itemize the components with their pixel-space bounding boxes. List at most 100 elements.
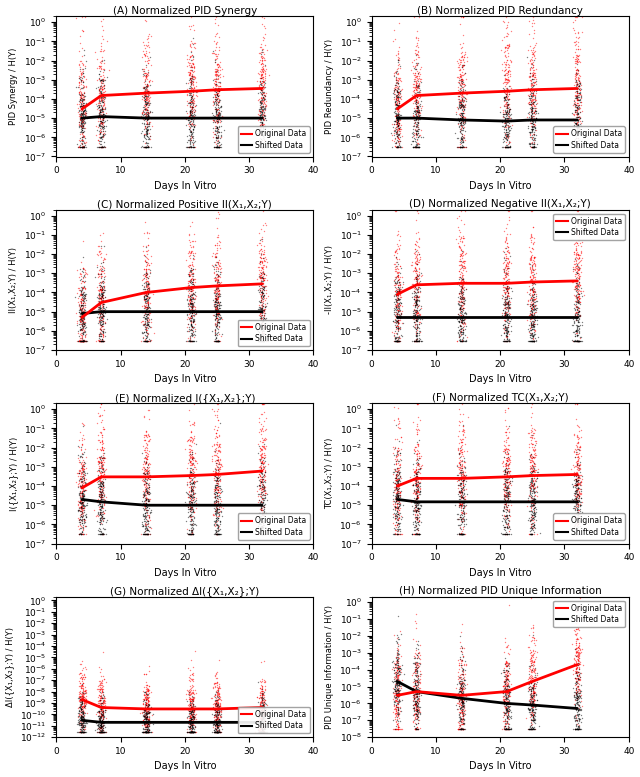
Y-axis label: -II(X₁,X₂;Y) / H(Y): -II(X₁,X₂;Y) / H(Y) xyxy=(324,246,333,315)
Point xyxy=(390,493,400,505)
Point xyxy=(525,291,536,304)
Point xyxy=(455,333,465,346)
Point xyxy=(98,720,108,733)
Point xyxy=(183,66,193,78)
Point xyxy=(257,465,267,477)
Point xyxy=(257,311,268,323)
Point xyxy=(98,512,108,524)
Point xyxy=(499,56,509,68)
Point xyxy=(458,11,468,23)
Point xyxy=(458,709,468,722)
Point xyxy=(457,618,467,630)
Point xyxy=(188,706,198,719)
Point xyxy=(188,51,198,63)
Point xyxy=(216,120,227,133)
Point xyxy=(459,284,469,296)
Point xyxy=(391,335,401,347)
Point xyxy=(497,117,508,129)
Point xyxy=(214,260,225,272)
Point xyxy=(186,268,196,280)
Point xyxy=(140,250,150,263)
Point xyxy=(527,294,538,307)
Point xyxy=(141,679,152,692)
Point xyxy=(255,321,266,333)
Point xyxy=(523,685,533,698)
Point xyxy=(577,315,587,328)
Point xyxy=(499,470,509,483)
Point xyxy=(457,132,467,145)
Point xyxy=(410,238,420,250)
Point xyxy=(574,432,584,444)
Point xyxy=(499,480,509,493)
Point xyxy=(78,130,88,142)
Point xyxy=(76,98,86,110)
Point xyxy=(254,134,264,146)
Point xyxy=(454,61,464,73)
Point xyxy=(456,678,466,691)
Point xyxy=(528,681,538,694)
Point xyxy=(210,677,220,689)
Point xyxy=(211,113,221,126)
Point xyxy=(186,127,196,140)
Point xyxy=(394,678,404,691)
Point xyxy=(527,509,537,521)
Point xyxy=(211,99,221,111)
Point xyxy=(393,93,403,106)
Point xyxy=(211,469,221,481)
Point xyxy=(186,711,196,723)
Point xyxy=(452,460,462,472)
Point xyxy=(98,291,108,304)
Point xyxy=(500,462,511,474)
Point xyxy=(527,335,538,347)
Point xyxy=(257,305,268,317)
Point xyxy=(94,497,104,509)
Point xyxy=(97,333,108,346)
Point xyxy=(525,723,535,735)
Point xyxy=(453,692,463,704)
Point xyxy=(392,718,402,730)
Point xyxy=(254,726,264,738)
Point xyxy=(410,322,420,334)
Point xyxy=(413,102,423,114)
Point xyxy=(524,335,534,347)
Point xyxy=(456,486,466,498)
Point xyxy=(181,335,191,347)
Point xyxy=(138,726,148,738)
Point xyxy=(143,298,153,311)
Point xyxy=(212,720,223,733)
Point xyxy=(529,314,540,326)
Point xyxy=(572,489,582,501)
Point xyxy=(217,110,227,122)
Point xyxy=(258,721,268,733)
Point xyxy=(97,452,108,465)
Point xyxy=(572,660,582,673)
Point xyxy=(572,677,582,689)
Point xyxy=(409,484,419,497)
Point xyxy=(526,502,536,514)
Point xyxy=(456,490,467,502)
Point xyxy=(189,95,199,107)
Point xyxy=(211,293,221,305)
Point xyxy=(457,273,467,285)
Point xyxy=(142,715,152,727)
Point xyxy=(211,96,221,108)
Point xyxy=(393,274,403,287)
Point xyxy=(502,723,512,735)
Point xyxy=(77,333,87,345)
Point xyxy=(501,500,511,513)
Point xyxy=(455,723,465,735)
Point xyxy=(212,698,223,710)
Point xyxy=(502,85,513,98)
Point xyxy=(500,528,511,541)
Point xyxy=(414,263,424,275)
Point xyxy=(573,521,583,534)
Point xyxy=(408,687,419,699)
Point xyxy=(139,708,149,720)
Point xyxy=(209,326,220,338)
Point xyxy=(455,720,465,732)
Point xyxy=(184,114,195,127)
Point xyxy=(141,301,151,313)
Point xyxy=(459,692,469,705)
Point xyxy=(572,309,582,322)
Point xyxy=(140,291,150,303)
